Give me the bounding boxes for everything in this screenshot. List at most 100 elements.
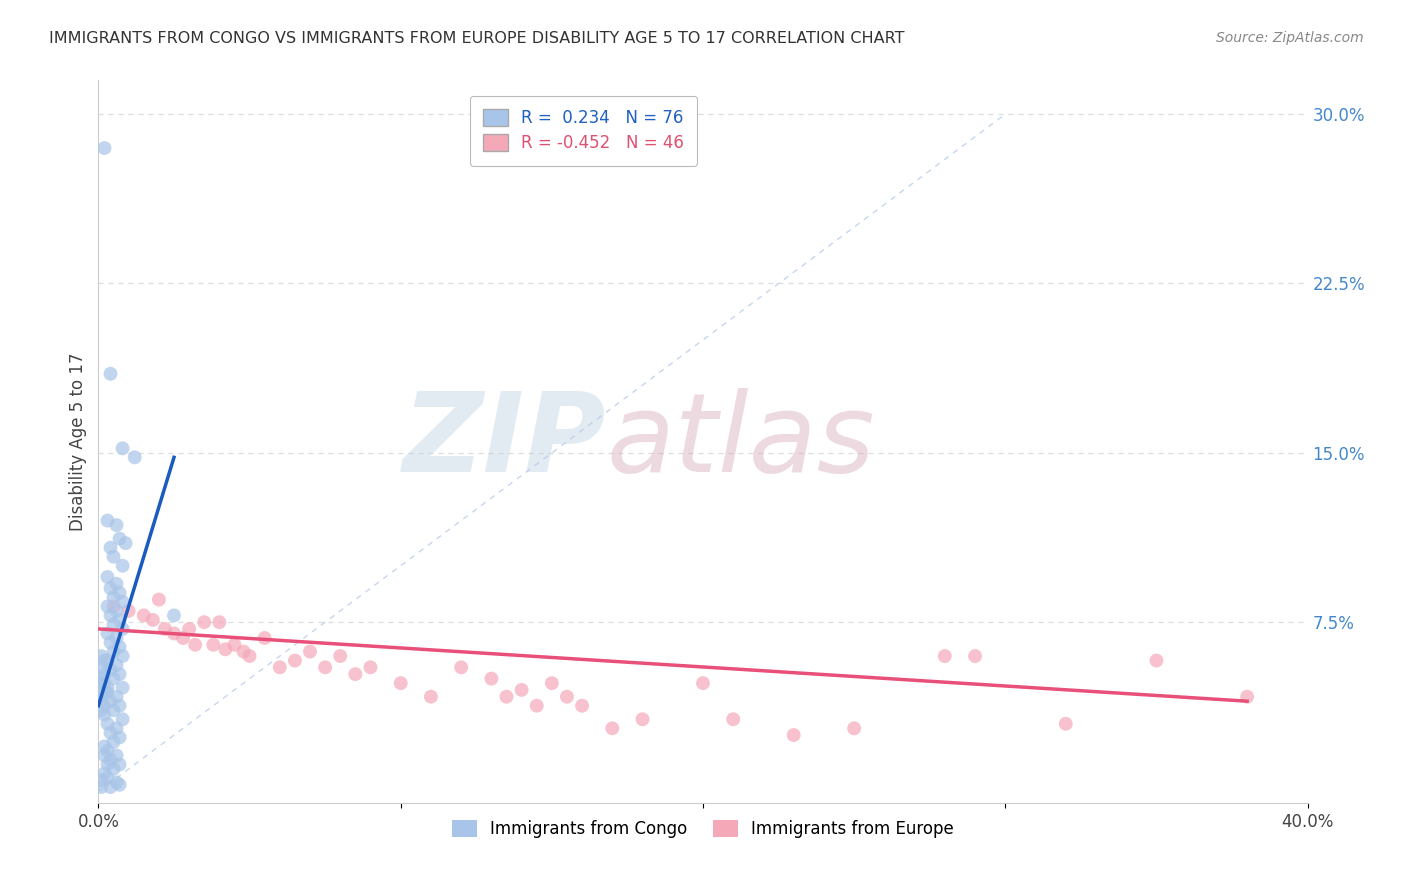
Point <box>108 667 131 681</box>
Point <box>602 721 624 735</box>
Point <box>540 676 562 690</box>
Point <box>93 676 115 690</box>
Point <box>193 615 215 630</box>
Point <box>1236 690 1258 704</box>
Point <box>844 721 866 735</box>
Point <box>90 676 112 690</box>
Point <box>208 615 231 630</box>
Point <box>172 631 194 645</box>
Point <box>103 762 125 776</box>
Point <box>314 660 336 674</box>
Point <box>90 672 112 686</box>
Point <box>90 690 112 704</box>
Point <box>93 698 115 713</box>
Point <box>111 595 134 609</box>
Point <box>100 753 122 767</box>
Point <box>108 731 131 745</box>
Point <box>163 626 186 640</box>
Point <box>105 775 128 789</box>
Point <box>105 631 128 645</box>
Point <box>105 721 128 735</box>
Point <box>100 541 122 555</box>
Point <box>93 707 115 722</box>
Point <box>253 631 276 645</box>
Point <box>96 599 118 614</box>
Point <box>108 640 131 654</box>
Point <box>1054 716 1077 731</box>
Point <box>132 608 155 623</box>
Text: ZIP: ZIP <box>402 388 606 495</box>
Point <box>103 591 125 605</box>
Point <box>299 644 322 658</box>
Point <box>103 599 125 614</box>
Point <box>96 757 118 772</box>
Point <box>105 604 128 618</box>
Point <box>163 608 186 623</box>
Point <box>108 586 131 600</box>
Point <box>100 780 122 794</box>
Point <box>103 735 125 749</box>
Point <box>96 771 118 785</box>
Point <box>96 744 118 758</box>
Point <box>184 638 207 652</box>
Point <box>420 690 443 704</box>
Point <box>105 690 128 704</box>
Point <box>692 676 714 690</box>
Point <box>93 654 115 668</box>
Point <box>93 739 115 754</box>
Point <box>495 690 517 704</box>
Point <box>284 654 307 668</box>
Point <box>96 570 118 584</box>
Point <box>142 613 165 627</box>
Point <box>100 663 122 677</box>
Point <box>224 638 246 652</box>
Point <box>105 748 128 763</box>
Point <box>360 660 382 674</box>
Point <box>202 638 225 652</box>
Point <box>90 648 112 663</box>
Point <box>93 667 115 681</box>
Point <box>90 780 112 794</box>
Point <box>1144 654 1167 668</box>
Point <box>631 712 654 726</box>
Text: atlas: atlas <box>606 388 875 495</box>
Point <box>100 367 122 381</box>
Point <box>526 698 548 713</box>
Point <box>179 622 201 636</box>
Point <box>103 644 125 658</box>
Point <box>96 716 118 731</box>
Point <box>100 582 122 596</box>
Point <box>105 518 128 533</box>
Point <box>108 698 131 713</box>
Point <box>96 514 118 528</box>
Point <box>96 685 118 699</box>
Point <box>100 635 122 649</box>
Point <box>90 694 112 708</box>
Point <box>111 622 134 636</box>
Point <box>103 672 125 686</box>
Point <box>124 450 146 465</box>
Y-axis label: Disability Age 5 to 17: Disability Age 5 to 17 <box>69 352 87 531</box>
Point <box>269 660 291 674</box>
Legend: Immigrants from Congo, Immigrants from Europe: Immigrants from Congo, Immigrants from E… <box>446 814 960 845</box>
Point <box>344 667 367 681</box>
Point <box>108 757 131 772</box>
Point <box>96 626 118 640</box>
Point <box>481 672 503 686</box>
Point <box>96 654 118 668</box>
Text: Source: ZipAtlas.com: Source: ZipAtlas.com <box>1216 31 1364 45</box>
Point <box>723 712 745 726</box>
Point <box>96 681 118 695</box>
Point <box>153 622 176 636</box>
Point <box>114 536 136 550</box>
Point <box>571 698 593 713</box>
Point <box>450 660 472 674</box>
Point <box>105 576 128 591</box>
Point <box>214 642 236 657</box>
Point <box>965 648 987 663</box>
Point <box>329 648 352 663</box>
Point <box>111 442 134 456</box>
Point <box>100 694 122 708</box>
Point <box>93 685 115 699</box>
Point <box>239 648 262 663</box>
